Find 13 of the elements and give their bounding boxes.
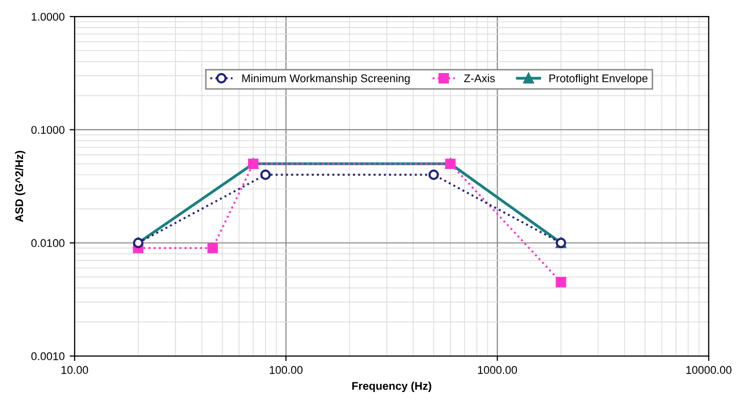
x-tick-label: 10.00 [62, 366, 88, 374]
y-tick-label: 0.1000 [31, 126, 64, 134]
y-tick-label: 0.0100 [31, 239, 64, 248]
y-axis-title: ASD (G^2/Hz) [14, 150, 26, 222]
y-tick-label: 0.0010 [31, 352, 64, 360]
x-tick-label: 1000.00 [478, 366, 517, 374]
legend-label: Z-Axis [464, 74, 495, 82]
x-axis-title: Frequency (Hz) [352, 382, 432, 392]
x-tick-label: 10000.00 [686, 366, 732, 374]
legend-label: Minimum Workmanship Screening [242, 74, 410, 84]
x-tick-label: 100.00 [270, 366, 303, 374]
legend-label: Protoflight Envelope [549, 74, 648, 84]
y-tick-label: 1.0000 [32, 12, 64, 21]
